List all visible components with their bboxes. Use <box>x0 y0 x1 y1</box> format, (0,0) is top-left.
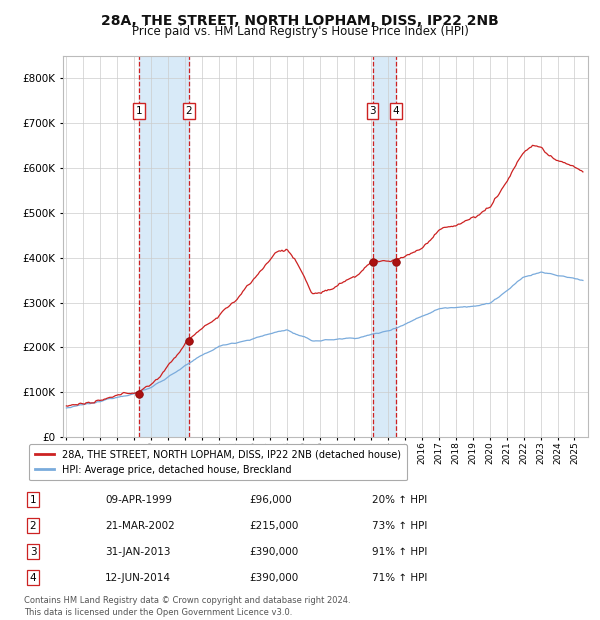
Text: 2: 2 <box>29 521 37 531</box>
Text: £96,000: £96,000 <box>249 495 292 505</box>
Text: 21-MAR-2002: 21-MAR-2002 <box>105 521 175 531</box>
Text: 71% ↑ HPI: 71% ↑ HPI <box>372 573 427 583</box>
Text: £390,000: £390,000 <box>249 573 298 583</box>
Text: 1: 1 <box>29 495 37 505</box>
Bar <box>139 56 188 437</box>
Text: Price paid vs. HM Land Registry's House Price Index (HPI): Price paid vs. HM Land Registry's House … <box>131 25 469 38</box>
Text: Contains HM Land Registry data © Crown copyright and database right 2024.
This d: Contains HM Land Registry data © Crown c… <box>24 596 350 617</box>
Text: 12-JUN-2014: 12-JUN-2014 <box>105 573 171 583</box>
Legend: 28A, THE STREET, NORTH LOPHAM, DISS, IP22 2NB (detached house), HPI: Average pri: 28A, THE STREET, NORTH LOPHAM, DISS, IP2… <box>29 444 407 480</box>
Text: 4: 4 <box>392 106 399 116</box>
Text: 4: 4 <box>29 573 37 583</box>
Text: £390,000: £390,000 <box>249 547 298 557</box>
Text: 28A, THE STREET, NORTH LOPHAM, DISS, IP22 2NB: 28A, THE STREET, NORTH LOPHAM, DISS, IP2… <box>101 14 499 28</box>
Text: 3: 3 <box>29 547 37 557</box>
Text: 2: 2 <box>185 106 192 116</box>
Text: 91% ↑ HPI: 91% ↑ HPI <box>372 547 427 557</box>
Text: 3: 3 <box>369 106 376 116</box>
Text: 1: 1 <box>136 106 142 116</box>
Text: 73% ↑ HPI: 73% ↑ HPI <box>372 521 427 531</box>
Bar <box>373 56 395 437</box>
Text: 20% ↑ HPI: 20% ↑ HPI <box>372 495 427 505</box>
Text: 09-APR-1999: 09-APR-1999 <box>105 495 172 505</box>
Text: £215,000: £215,000 <box>249 521 298 531</box>
Text: 31-JAN-2013: 31-JAN-2013 <box>105 547 170 557</box>
